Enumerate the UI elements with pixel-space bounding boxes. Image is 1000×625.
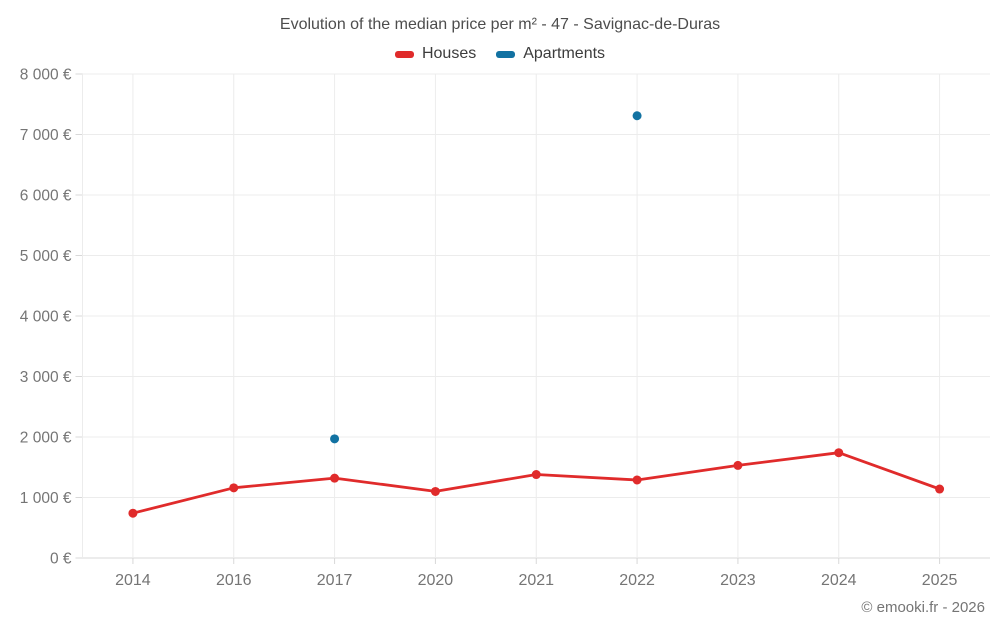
houses-legend-swatch-icon <box>394 50 414 58</box>
x-tick-label: 2014 <box>115 572 151 589</box>
y-tick-label: 6 000 € <box>20 188 72 205</box>
y-tick-label: 7 000 € <box>20 127 72 144</box>
apartments-point-2022[interactable] <box>632 111 642 121</box>
x-tick-label: 2017 <box>317 572 353 589</box>
chart-legend: Houses Apartments <box>0 45 1000 63</box>
houses-point-2020[interactable] <box>430 486 440 496</box>
x-tick-label: 2021 <box>518 572 554 589</box>
houses-point-2014[interactable] <box>128 508 138 518</box>
apartments-point-2017[interactable] <box>330 434 340 444</box>
x-tick-label: 2016 <box>216 572 252 589</box>
y-tick-label: 4 000 € <box>20 309 72 326</box>
x-tick-label: 2020 <box>418 572 454 589</box>
houses-point-2017[interactable] <box>330 473 340 483</box>
x-tick-label: 2025 <box>922 572 958 589</box>
copyright-credit: © emooki.fr - 2026 <box>861 599 985 616</box>
chart-title: Evolution of the median price per m² - 4… <box>279 16 721 33</box>
y-tick-label: 0 € <box>50 551 72 568</box>
x-tick-label: 2022 <box>619 572 655 589</box>
houses-point-2022[interactable] <box>632 475 642 485</box>
legend-item-houses[interactable]: Houses <box>394 45 477 63</box>
y-tick-label: 5 000 € <box>20 248 72 265</box>
x-tick-label: 2024 <box>821 572 857 589</box>
x-tick-label: 2023 <box>720 572 756 589</box>
apartments-legend-swatch-icon <box>496 50 516 58</box>
legend-item-apartments[interactable]: Apartments <box>496 45 605 63</box>
houses-point-2016[interactable] <box>229 483 239 493</box>
houses-point-2025[interactable] <box>935 484 945 494</box>
y-tick-label: 1 000 € <box>20 490 72 507</box>
y-tick-label: 3 000 € <box>20 369 72 386</box>
y-tick-label: 8 000 € <box>20 67 72 84</box>
houses-point-2021[interactable] <box>531 470 541 480</box>
apartments-legend-label: Apartments <box>523 45 606 62</box>
y-tick-label: 2 000 € <box>20 430 72 447</box>
houses-point-2023[interactable] <box>733 460 743 470</box>
houses-legend-label: Houses <box>421 45 477 62</box>
houses-point-2024[interactable] <box>834 448 844 458</box>
